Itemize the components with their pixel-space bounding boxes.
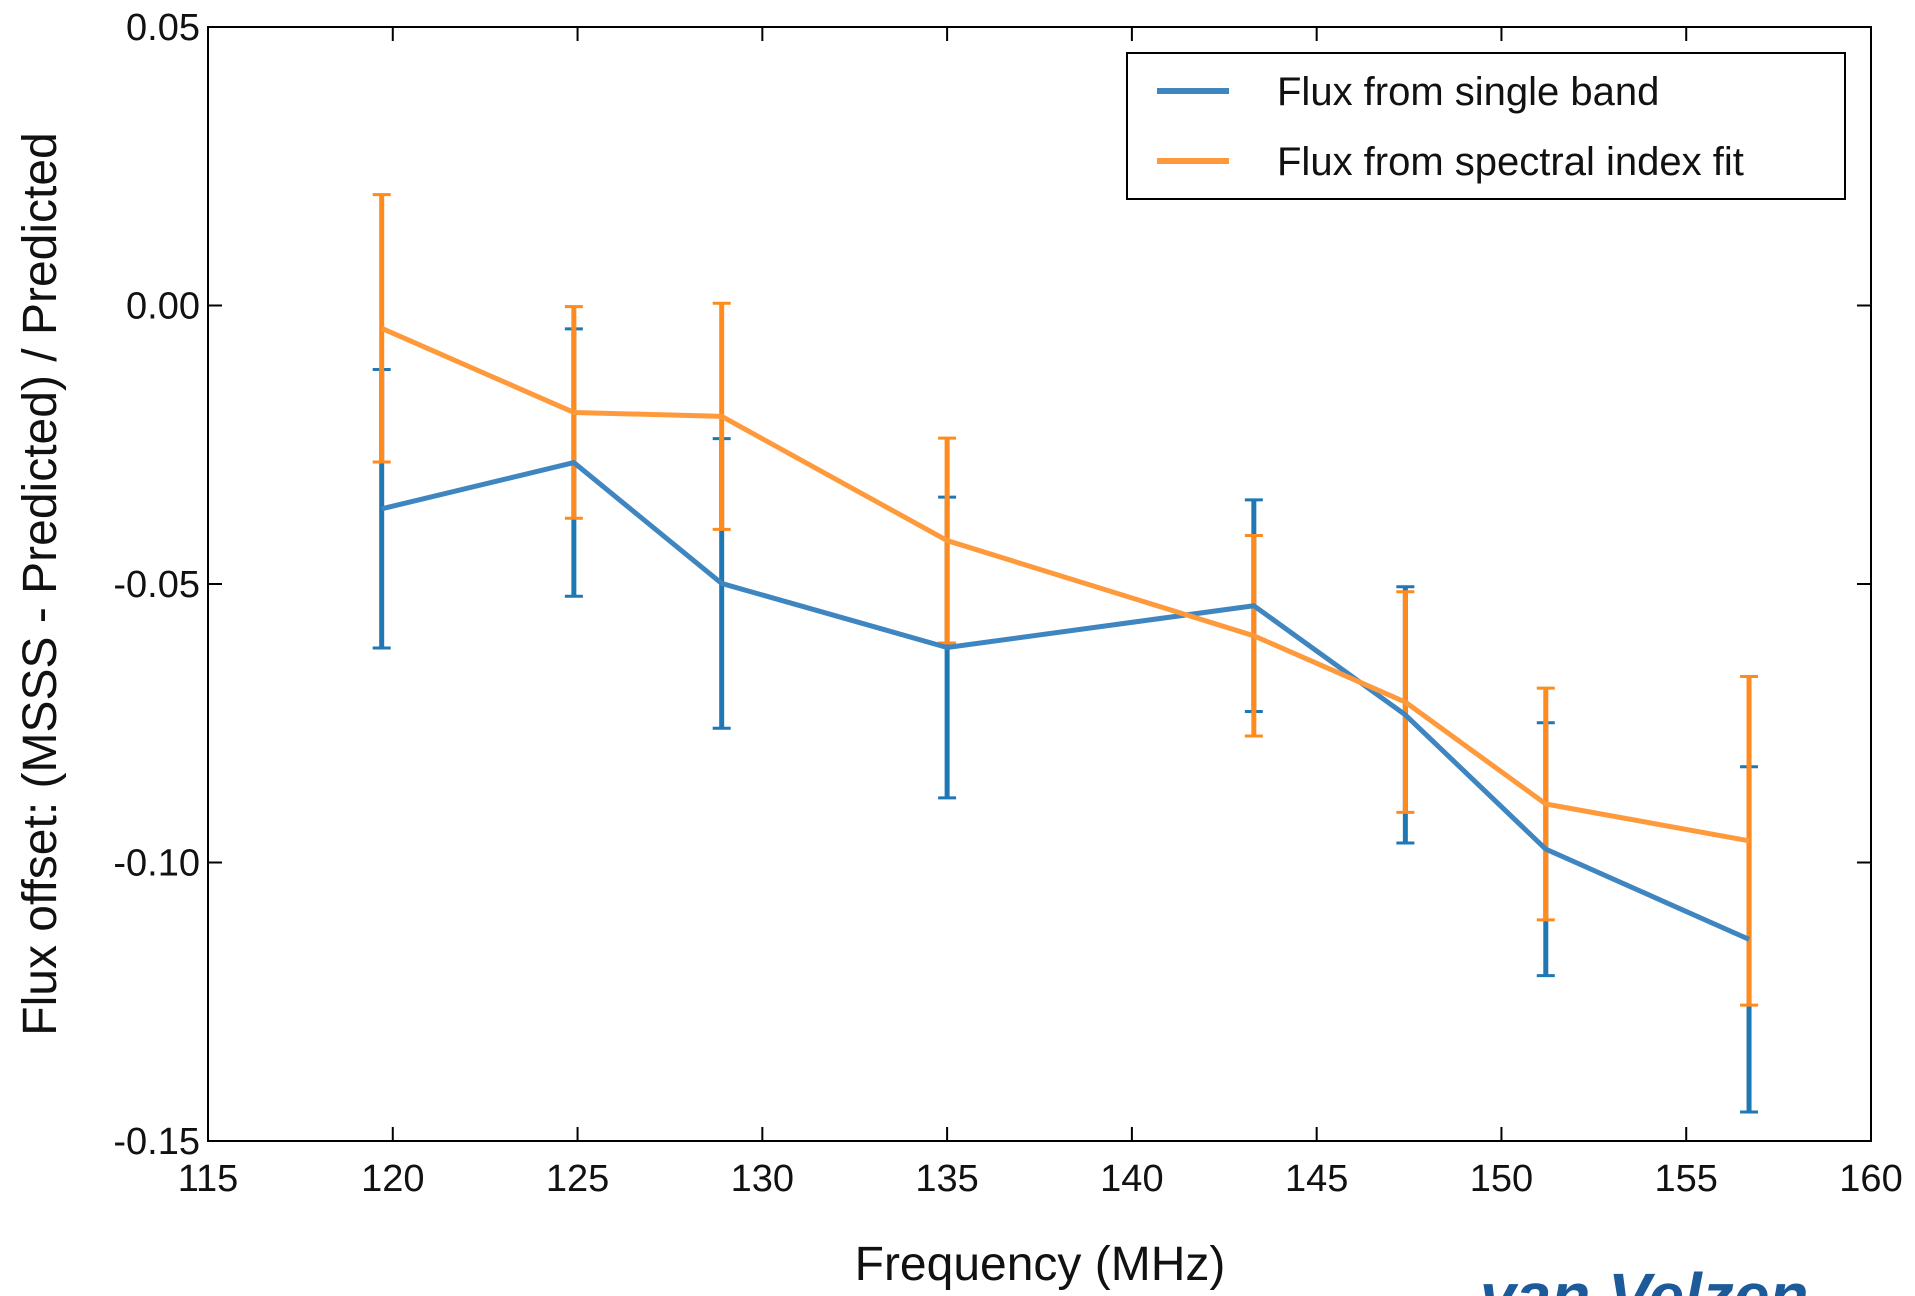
watermark: van Velzen bbox=[1480, 1260, 1808, 1296]
x-tick-label: 120 bbox=[361, 1158, 424, 1200]
y-tick-label: -0.15 bbox=[113, 1121, 200, 1163]
x-tick-label: 155 bbox=[1655, 1158, 1718, 1200]
x-tick-label: 160 bbox=[1839, 1158, 1902, 1200]
y-tick-label: 0.05 bbox=[126, 7, 200, 49]
y-tick-label: 0.00 bbox=[126, 286, 200, 328]
legend-label: Flux from single band bbox=[1277, 70, 1659, 114]
x-tick-label: 145 bbox=[1285, 1158, 1348, 1200]
x-tick-label: 135 bbox=[915, 1158, 978, 1200]
x-tick-label: 150 bbox=[1470, 1158, 1533, 1200]
y-tick-label: -0.10 bbox=[113, 843, 200, 885]
x-tick-label: 140 bbox=[1100, 1158, 1163, 1200]
x-axis-label: Frequency (MHz) bbox=[855, 1238, 1226, 1291]
x-tick-label: 115 bbox=[178, 1158, 239, 1200]
legend-label: Flux from spectral index fit bbox=[1277, 140, 1744, 184]
y-tick-label: -0.05 bbox=[113, 564, 200, 606]
series-line bbox=[380, 326, 1750, 844]
x-tick-label: 125 bbox=[546, 1158, 609, 1200]
x-tick-label: 130 bbox=[731, 1158, 794, 1200]
series-line bbox=[381, 460, 1751, 942]
y-axis-label: Flux offset: (MSSS - Predicted) / Predic… bbox=[14, 132, 67, 1035]
legend-box bbox=[1126, 52, 1846, 200]
